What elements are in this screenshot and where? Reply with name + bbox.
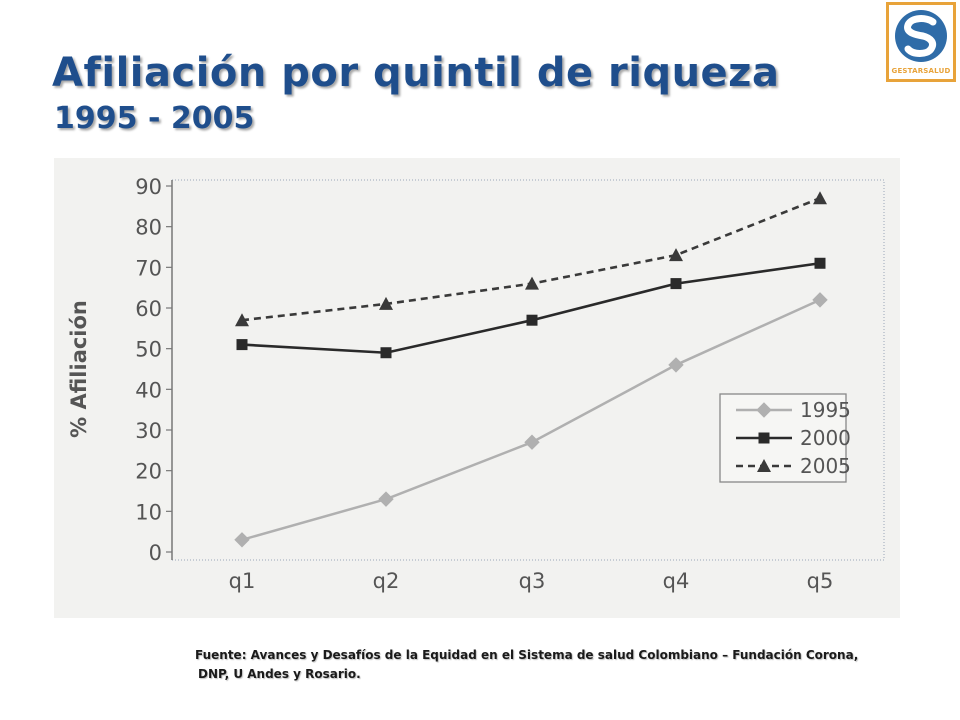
chart-panel: 0 10 20 30 40 50 60 70 80 90 q1 q2 q3 q4 q5 % Afiliació… (54, 158, 900, 618)
source-note: Fuente: Avances y Desafíos de la Equidad… (195, 646, 895, 684)
y-tick-label: 20 (135, 460, 162, 484)
series-line-2005 (241, 196, 821, 322)
y-tick-label: 70 (135, 256, 162, 280)
y-axis-label: % Afiliación (67, 300, 91, 438)
source-line-1: Fuente: Avances y Desafíos de la Equidad… (195, 648, 859, 662)
point-1995-q4 (668, 357, 684, 373)
point-2005-q4 (669, 248, 683, 262)
y-tick-label: 60 (135, 297, 162, 321)
legend-label-2000: 2000 (800, 426, 851, 450)
y-tick-label: 90 (135, 175, 162, 199)
point-2005-q2 (379, 296, 393, 310)
legend-marker-2005 (757, 459, 771, 472)
plot-frame (171, 179, 885, 561)
x-tick-label: q5 (807, 569, 834, 593)
legend-label-2005: 2005 (800, 454, 851, 478)
y-tick-label: 10 (135, 500, 162, 524)
y-tick-label: 30 (135, 419, 162, 443)
y-tick-label: 80 (135, 216, 162, 240)
point-1995-q5 (812, 292, 828, 308)
x-tick-label: q2 (373, 569, 400, 593)
y-tick-label: 50 (135, 338, 162, 362)
point-2000-q1 (236, 339, 248, 351)
point-2000-q5 (814, 257, 826, 269)
legend-marker-2000 (758, 432, 770, 444)
point-2005-q5 (813, 191, 827, 205)
point-1995-q2 (378, 491, 394, 507)
x-tick-label: q1 (229, 569, 256, 593)
legend-marker-1995 (756, 402, 772, 418)
point-2005-q3 (525, 276, 539, 290)
point-1995-q1 (234, 532, 250, 548)
page-subtitle: 1995 - 2005 (54, 101, 255, 136)
page-title: Afiliación por quintil de riqueza (52, 50, 780, 96)
legend-label-1995: 1995 (800, 398, 851, 422)
y-tick-label: 0 (149, 541, 162, 565)
source-line-2: DNP, U Andes y Rosario. (198, 667, 361, 681)
x-tick-label: q4 (663, 569, 690, 593)
point-2000-q2 (380, 347, 392, 359)
gestarsalud-logo-icon (895, 10, 947, 62)
point-1995-q3 (524, 434, 540, 450)
point-2000-q4 (670, 278, 682, 290)
logo: GESTARSALUD (886, 2, 956, 82)
x-tick-label: q3 (519, 569, 546, 593)
y-tick-label: 40 (135, 378, 162, 402)
point-2000-q3 (526, 314, 538, 326)
point-2005-q1 (235, 313, 249, 327)
logo-text: GESTARSALUD (891, 67, 951, 75)
line-chart: 0 10 20 30 40 50 60 70 80 90 q1 q2 q3 q4 q5 % Afiliació… (67, 175, 885, 593)
